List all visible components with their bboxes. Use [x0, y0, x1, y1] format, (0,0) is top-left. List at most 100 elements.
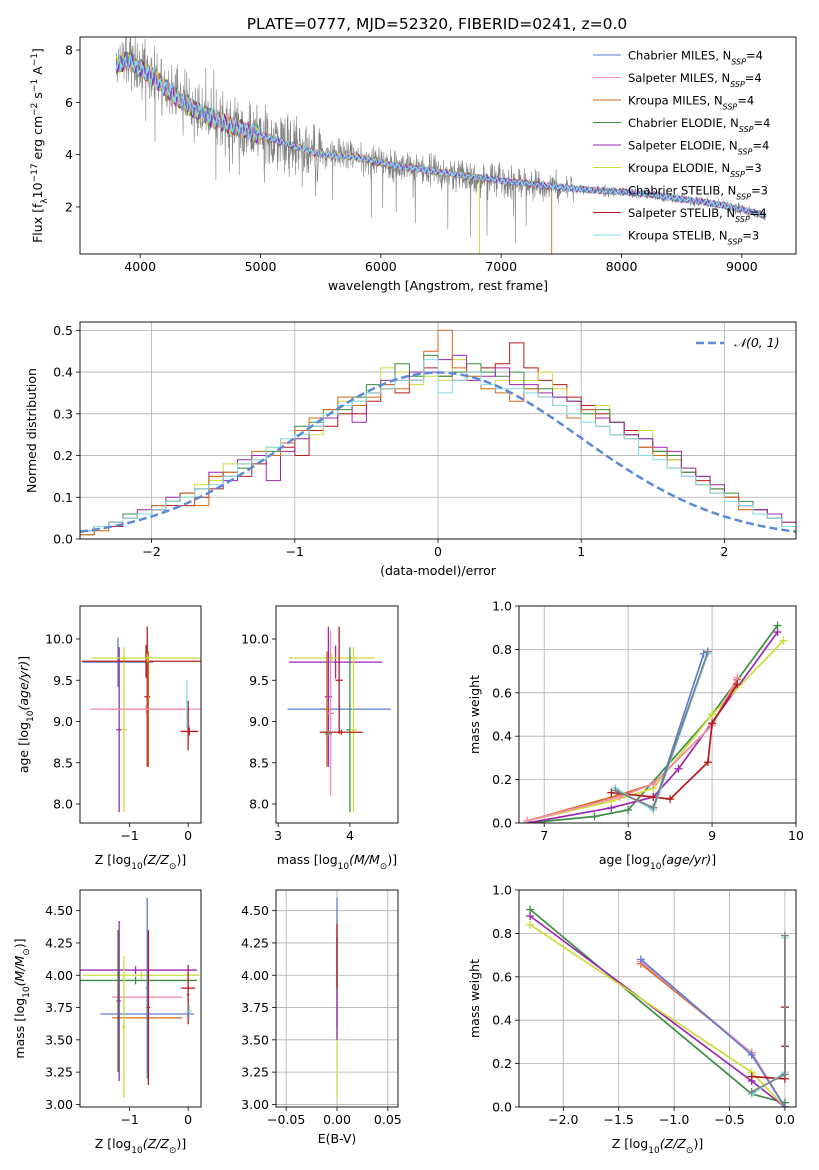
x-tick-label: 3	[274, 828, 282, 843]
weight-line-salpeter_stelib	[751, 1007, 786, 1080]
normal-curve	[80, 371, 796, 533]
legend-label: Salpeter MILES, NSSP=4	[628, 71, 762, 89]
y-axis-label: Normed distribution	[24, 368, 39, 493]
weight-marker	[523, 816, 532, 823]
weight-line-kroupa_stelib	[615, 653, 709, 812]
y-tick-label: 4.00	[45, 968, 73, 983]
legend-label: Chabrier ELODIE, NSSP=4	[628, 116, 770, 134]
z_mass-plot-area	[80, 897, 200, 1098]
error-bar-point	[180, 727, 199, 736]
y-tick-label: 0.0	[492, 1100, 512, 1115]
x-tick-label: −1	[120, 828, 138, 843]
x-tick-label: 10	[788, 828, 804, 843]
axes-frame	[518, 605, 797, 824]
y-tick-label: 4	[65, 147, 73, 162]
error-bar-point	[80, 976, 197, 985]
legend-label: 𝒩(0, 1)	[734, 335, 780, 350]
y-tick-label: 3.50	[241, 1032, 269, 1047]
legend-label: Chabrier STELIB, NSSP=3	[628, 184, 768, 202]
weight-marker	[703, 758, 712, 767]
y-tick-label: 0.0	[492, 816, 512, 831]
x-tick-label: 8	[624, 828, 632, 843]
legend-label: Kroupa STELIB, NSSP=3	[628, 229, 759, 247]
weight-marker	[666, 795, 675, 804]
x-tick-label: 0	[434, 544, 442, 559]
y-tick-label: 0.3	[53, 406, 73, 421]
error-bar-point	[185, 680, 189, 730]
y-tick-label: 0.2	[53, 448, 73, 463]
weight-marker	[747, 1072, 756, 1081]
weight-marker	[733, 680, 742, 689]
weight-marker	[590, 812, 599, 821]
x-axis-label: Z [log10(Z/Z⊙)]	[95, 1136, 186, 1156]
y-tick-label: 1.0	[492, 883, 512, 898]
weight-marker	[636, 955, 645, 964]
y-tick-label: 10.0	[241, 632, 269, 647]
error-bar-point	[349, 647, 358, 813]
weight-line-salpeter_miles	[527, 677, 738, 822]
x-tick-label: −1	[286, 544, 304, 559]
mass_age-axes: 3 4 8.0 8.5 9.0 9.5 10.0 mass [log10(M/M⊙)]	[241, 605, 399, 872]
x-axis-label: age [log10(age/yr)]	[599, 852, 716, 872]
weight-marker	[703, 647, 712, 656]
age_weight-plot-area	[523, 621, 788, 823]
y-tick-label: 1.0	[492, 599, 512, 614]
weight-marker	[611, 786, 620, 795]
y-tick-label: 3.75	[241, 1000, 269, 1015]
y-tick-label: 2	[65, 199, 73, 214]
y-tick-label: 0.8	[492, 642, 512, 657]
weight-marker	[624, 805, 633, 814]
x-tick-label: −1	[120, 1112, 138, 1127]
y-tick-label: 4.25	[241, 935, 269, 950]
error-bar-point	[80, 966, 197, 974]
x-tick-label: 0	[184, 828, 192, 843]
x-tick-label: 1	[577, 544, 585, 559]
y-tick-label: 0.1	[53, 490, 73, 505]
ebv_mass-axes: −0.05 0.00 0.05 3.00 3.25 3.50 3.75 4.00 4.25 4.5…	[241, 889, 402, 1146]
weight-marker	[607, 788, 616, 797]
legend-label: Kroupa ELODIE, NSSP=3	[628, 161, 762, 179]
weight-marker	[708, 719, 717, 728]
y-tick-label: 0.4	[53, 365, 73, 380]
x-tick-label: 7000	[485, 259, 517, 274]
z_mass-axes: −1 0 3.00 3.25 3.50 3.75 4.00 4.25 4.50 Z [log10(…	[12, 889, 202, 1156]
x-tick-label: 0	[184, 1112, 192, 1127]
x-tick-label: −0.05	[267, 1112, 305, 1127]
x-axis-label: mass [log10(M/M⊙)]	[277, 852, 397, 872]
error-bar-point	[144, 626, 151, 767]
weight-line-chabrier_stelib	[615, 651, 709, 809]
weight-marker	[747, 1087, 756, 1096]
histogram-kroupa_stelib	[80, 359, 796, 539]
y-tick-label: 0.4	[492, 729, 512, 744]
weight-marker	[747, 1050, 756, 1059]
y-tick-label: 9.0	[249, 714, 269, 729]
weight-marker	[780, 1070, 789, 1079]
y-tick-label: 3.75	[45, 1000, 73, 1015]
error-bar-point	[335, 626, 343, 734]
weight-marker	[649, 803, 658, 812]
error-bar-point	[81, 644, 201, 678]
axes-frame	[79, 889, 202, 1108]
y-tick-label: 3.00	[45, 1097, 73, 1112]
x-tick-label: 0.00	[323, 1112, 351, 1127]
x-tick-label: 4	[346, 828, 354, 843]
x-tick-label: 5000	[245, 259, 277, 274]
y-tick-label: 9.5	[53, 673, 73, 688]
x-tick-label: −2.0	[548, 1112, 578, 1127]
legend-label: Salpeter ELODIE, NSSP=4	[628, 139, 769, 157]
error-bar-point	[90, 705, 201, 714]
y-tick-label: 3.00	[241, 1097, 269, 1112]
axes-frame	[79, 605, 202, 824]
y-tick-label: 8.5	[249, 755, 269, 770]
x-axis-label: E(B-V)	[318, 1131, 357, 1146]
y-tick-label: 4.50	[45, 903, 73, 918]
z_age-plot-area	[81, 626, 201, 813]
x-tick-label: −1.5	[604, 1112, 634, 1127]
y-tick-label: 4.25	[45, 935, 73, 950]
y-tick-label: 9.0	[53, 714, 73, 729]
error-bar-point	[186, 1004, 193, 1018]
axes-frame	[79, 36, 797, 255]
x-tick-label: 0.0	[775, 1112, 795, 1127]
y-axis-label: mass [log10(M/M⊙)]	[12, 938, 32, 1058]
x-axis-label: (data-model)/error	[380, 563, 497, 578]
